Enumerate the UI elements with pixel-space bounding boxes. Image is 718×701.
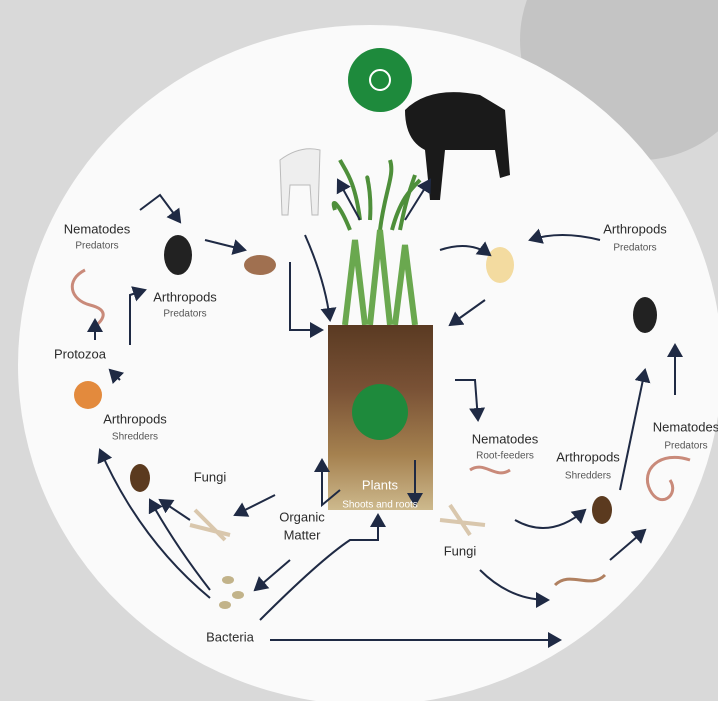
- node-sublabel: Predators: [75, 241, 118, 252]
- node-label: Arthropods: [103, 411, 167, 426]
- node-sublabel: Predators: [613, 243, 656, 254]
- node-label: Protozoa: [54, 346, 107, 361]
- shredder-left: [130, 464, 150, 492]
- node-sublabel: Predators: [163, 309, 206, 320]
- node-label: Fungi: [444, 543, 477, 558]
- beetle-right: [633, 297, 657, 333]
- node-label: Fungi: [194, 469, 227, 484]
- node-sublabel: Shredders: [112, 432, 158, 443]
- beetle-left: [164, 235, 192, 275]
- node-label: Nematodes: [472, 431, 539, 446]
- sun-icon: [348, 48, 412, 112]
- shredder-right: [592, 496, 612, 524]
- node-sublabel: Root-feeders: [476, 451, 534, 462]
- node-sublabel: Shoots and roots: [342, 500, 418, 511]
- node-sublabel: Predators: [664, 441, 707, 452]
- node-label: Arthropods: [556, 449, 620, 464]
- node-label: Arthropods: [603, 221, 667, 236]
- node-label: Arthropods: [153, 289, 217, 304]
- node-label: Nematodes: [64, 221, 131, 236]
- page: {"nodes": [ {"label": "Nematodes", "subl…: [0, 0, 718, 701]
- diagram: Nematodes Predators Arthropods Predators…: [0, 0, 718, 701]
- protozoa-icon: [74, 381, 102, 409]
- plant-icon: [352, 384, 408, 440]
- node-label: Bacteria: [206, 629, 254, 644]
- node-label: Organic: [279, 509, 325, 524]
- node-label: Matter: [284, 527, 322, 542]
- bird: [244, 255, 276, 275]
- node-label: Nematodes: [653, 419, 718, 434]
- node-sublabel: Shredders: [565, 471, 611, 482]
- node-label: Plants: [362, 477, 399, 492]
- chicken: [486, 247, 514, 283]
